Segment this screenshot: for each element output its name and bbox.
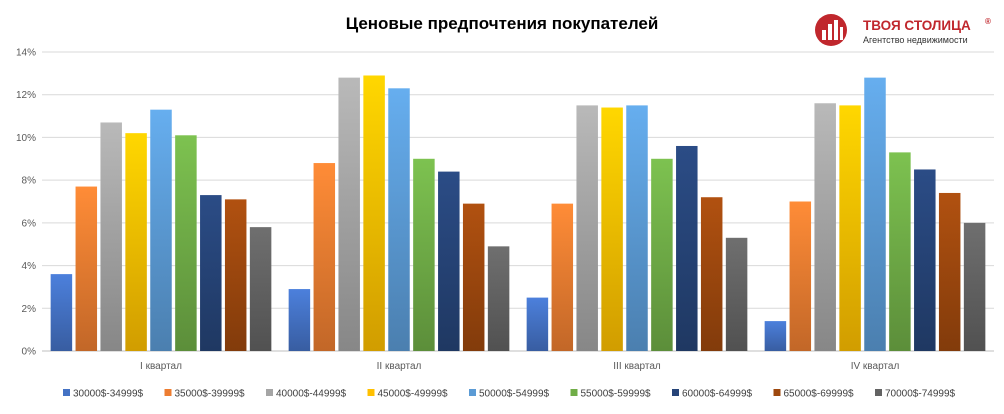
bar: [814, 103, 836, 351]
x-category-label: III квартал: [613, 361, 661, 372]
y-tick-label: 8%: [22, 176, 37, 187]
bar: [313, 163, 336, 351]
legend-swatch: [63, 389, 70, 396]
y-tick-label: 4%: [22, 261, 37, 272]
x-category-label: II квартал: [377, 361, 422, 372]
legend-swatch: [570, 389, 578, 396]
bar: [487, 246, 510, 351]
bar: [626, 105, 648, 352]
bar: [75, 186, 98, 351]
legend-item-label: 65000$-69999$: [784, 389, 855, 400]
legend-swatch: [773, 389, 781, 396]
legend-swatch: [875, 389, 882, 396]
bar: [438, 171, 460, 351]
bar: [100, 122, 122, 351]
bar: [914, 169, 936, 351]
y-tick-label: 6%: [22, 218, 37, 229]
bar: [576, 105, 598, 352]
bar: [50, 274, 73, 351]
bar: [789, 201, 812, 351]
logo-name: ТВОЯ СТОЛИЦА: [863, 18, 971, 33]
y-tick-label: 12%: [16, 90, 36, 101]
bars: [50, 75, 986, 352]
legend-item-label: 45000$-49999$: [378, 389, 449, 400]
bar: [651, 158, 673, 351]
bar: [725, 237, 748, 351]
legend-swatch: [164, 389, 172, 396]
logo-registered-mark: ®: [985, 17, 991, 26]
bar: [388, 88, 410, 352]
company-logo: ТВОЯ СТОЛИЦА ® Агентство недвижимости: [815, 14, 991, 46]
legend-swatch: [266, 389, 273, 396]
bar: [764, 321, 787, 351]
bar: [288, 289, 311, 351]
x-axis: I квартал II квартал III квартал IV квартал: [140, 361, 899, 372]
bar: [551, 203, 574, 351]
bar: [200, 195, 222, 351]
bar: [526, 297, 549, 351]
bar: [601, 107, 623, 352]
legend-item-label: 55000$-59999$: [581, 389, 652, 400]
legend: 30000$-34999$ 35000$-39999$ 40000$-44999$ 4…: [63, 389, 956, 400]
legend-item-label: 35000$-39999$: [175, 389, 246, 400]
bar: [249, 227, 272, 351]
y-tick-label: 10%: [16, 133, 36, 144]
bar: [462, 203, 485, 351]
bar: [175, 135, 197, 351]
bar: [125, 133, 147, 351]
legend-item-label: 50000$-54999$: [479, 389, 550, 400]
legend-item-label: 40000$-44999$: [276, 389, 347, 400]
x-category-label: IV квартал: [851, 361, 900, 372]
bar: [864, 77, 886, 351]
legend-item-label: 70000$-74999$: [885, 389, 956, 400]
y-tick-label: 14%: [16, 48, 36, 59]
y-tick-label: 2%: [22, 304, 37, 315]
bar: [938, 192, 961, 351]
legend-swatch: [672, 389, 679, 396]
bar: [700, 197, 723, 351]
y-axis: 0% 2% 4% 6% 8% 10% 12% 14%: [16, 48, 36, 358]
bar: [150, 109, 172, 352]
bar: [676, 145, 698, 351]
y-tick-label: 0%: [22, 347, 37, 358]
bar: [839, 105, 861, 352]
legend-swatch: [367, 389, 375, 396]
bar: [963, 222, 986, 351]
legend-item-label: 30000$-34999$: [73, 389, 144, 400]
legend-swatch: [469, 389, 476, 396]
bar: [363, 75, 385, 351]
logo-tagline: Агентство недвижимости: [863, 35, 968, 45]
bar: [413, 158, 435, 351]
bar: [338, 77, 360, 351]
bar: [224, 199, 247, 351]
legend-item-label: 60000$-64999$: [682, 389, 753, 400]
x-category-label: I квартал: [140, 361, 182, 372]
chart-title: Ценовые предпочтения покупателей: [346, 14, 659, 33]
bar: [889, 152, 911, 351]
logo-buildings-icon: [822, 20, 843, 40]
